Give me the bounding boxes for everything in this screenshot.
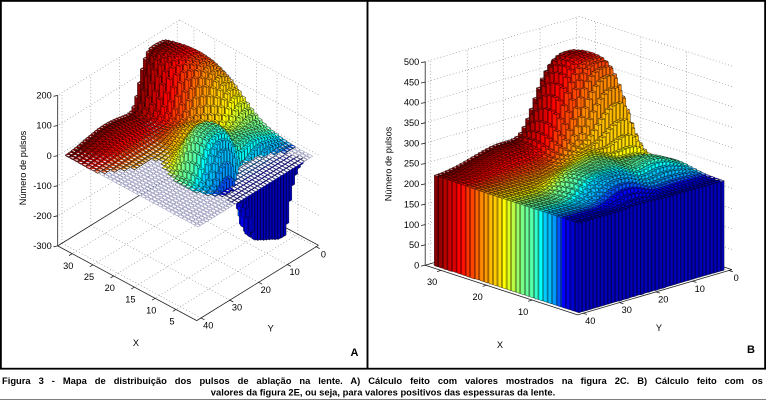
svg-text:20: 20 (658, 295, 668, 305)
svg-text:20: 20 (261, 285, 271, 295)
svg-text:10: 10 (695, 284, 705, 294)
svg-text:A: A (351, 347, 359, 359)
svg-text:100: 100 (404, 220, 419, 230)
svg-text:30: 30 (427, 277, 437, 287)
svg-text:200: 200 (404, 179, 419, 189)
svg-text:15: 15 (125, 294, 135, 304)
svg-text:5: 5 (169, 317, 174, 327)
svg-text:25: 25 (84, 272, 94, 282)
svg-text:200: 200 (36, 91, 51, 101)
svg-text:B: B (747, 344, 755, 356)
svg-text:450: 450 (404, 77, 419, 87)
svg-text:300: 300 (404, 138, 419, 148)
svg-text:250: 250 (404, 159, 419, 169)
svg-text:10: 10 (518, 307, 528, 317)
svg-text:40: 40 (203, 321, 213, 331)
svg-text:Número de pulsos: Número de pulsos (384, 126, 394, 201)
svg-text:30: 30 (232, 303, 242, 313)
svg-text:Y: Y (268, 324, 274, 334)
svg-text:100: 100 (36, 121, 51, 131)
svg-text:-200: -200 (33, 211, 51, 221)
svg-text:20: 20 (105, 283, 115, 293)
svg-text:30: 30 (63, 261, 73, 271)
svg-text:X: X (133, 338, 139, 348)
svg-text:X: X (497, 340, 503, 350)
svg-text:40: 40 (585, 316, 595, 326)
svg-text:150: 150 (404, 199, 419, 209)
svg-text:20: 20 (472, 292, 482, 302)
svg-text:350: 350 (404, 118, 419, 128)
svg-text:500: 500 (404, 57, 419, 67)
svg-text:Número de pulsos: Número de pulsos (18, 130, 28, 205)
svg-text:Y: Y (656, 323, 662, 333)
svg-text:Figura 3 - Mapa de distribuiçã: Figura 3 - Mapa de distribuição dos puls… (2, 375, 763, 386)
svg-text:-300: -300 (33, 241, 51, 251)
svg-text:10: 10 (146, 306, 156, 316)
svg-text:400: 400 (404, 98, 419, 108)
svg-text:50: 50 (409, 240, 419, 250)
svg-text:0: 0 (414, 260, 419, 270)
svg-text:30: 30 (622, 305, 632, 315)
svg-text:0: 0 (734, 273, 739, 283)
svg-text:10: 10 (289, 267, 299, 277)
svg-text:-100: -100 (33, 181, 51, 191)
svg-text:valores da figura 2E, ou seja,: valores da figura 2E, ou seja, para valo… (211, 387, 555, 398)
svg-text:0: 0 (47, 151, 52, 161)
svg-text:0: 0 (321, 249, 326, 259)
